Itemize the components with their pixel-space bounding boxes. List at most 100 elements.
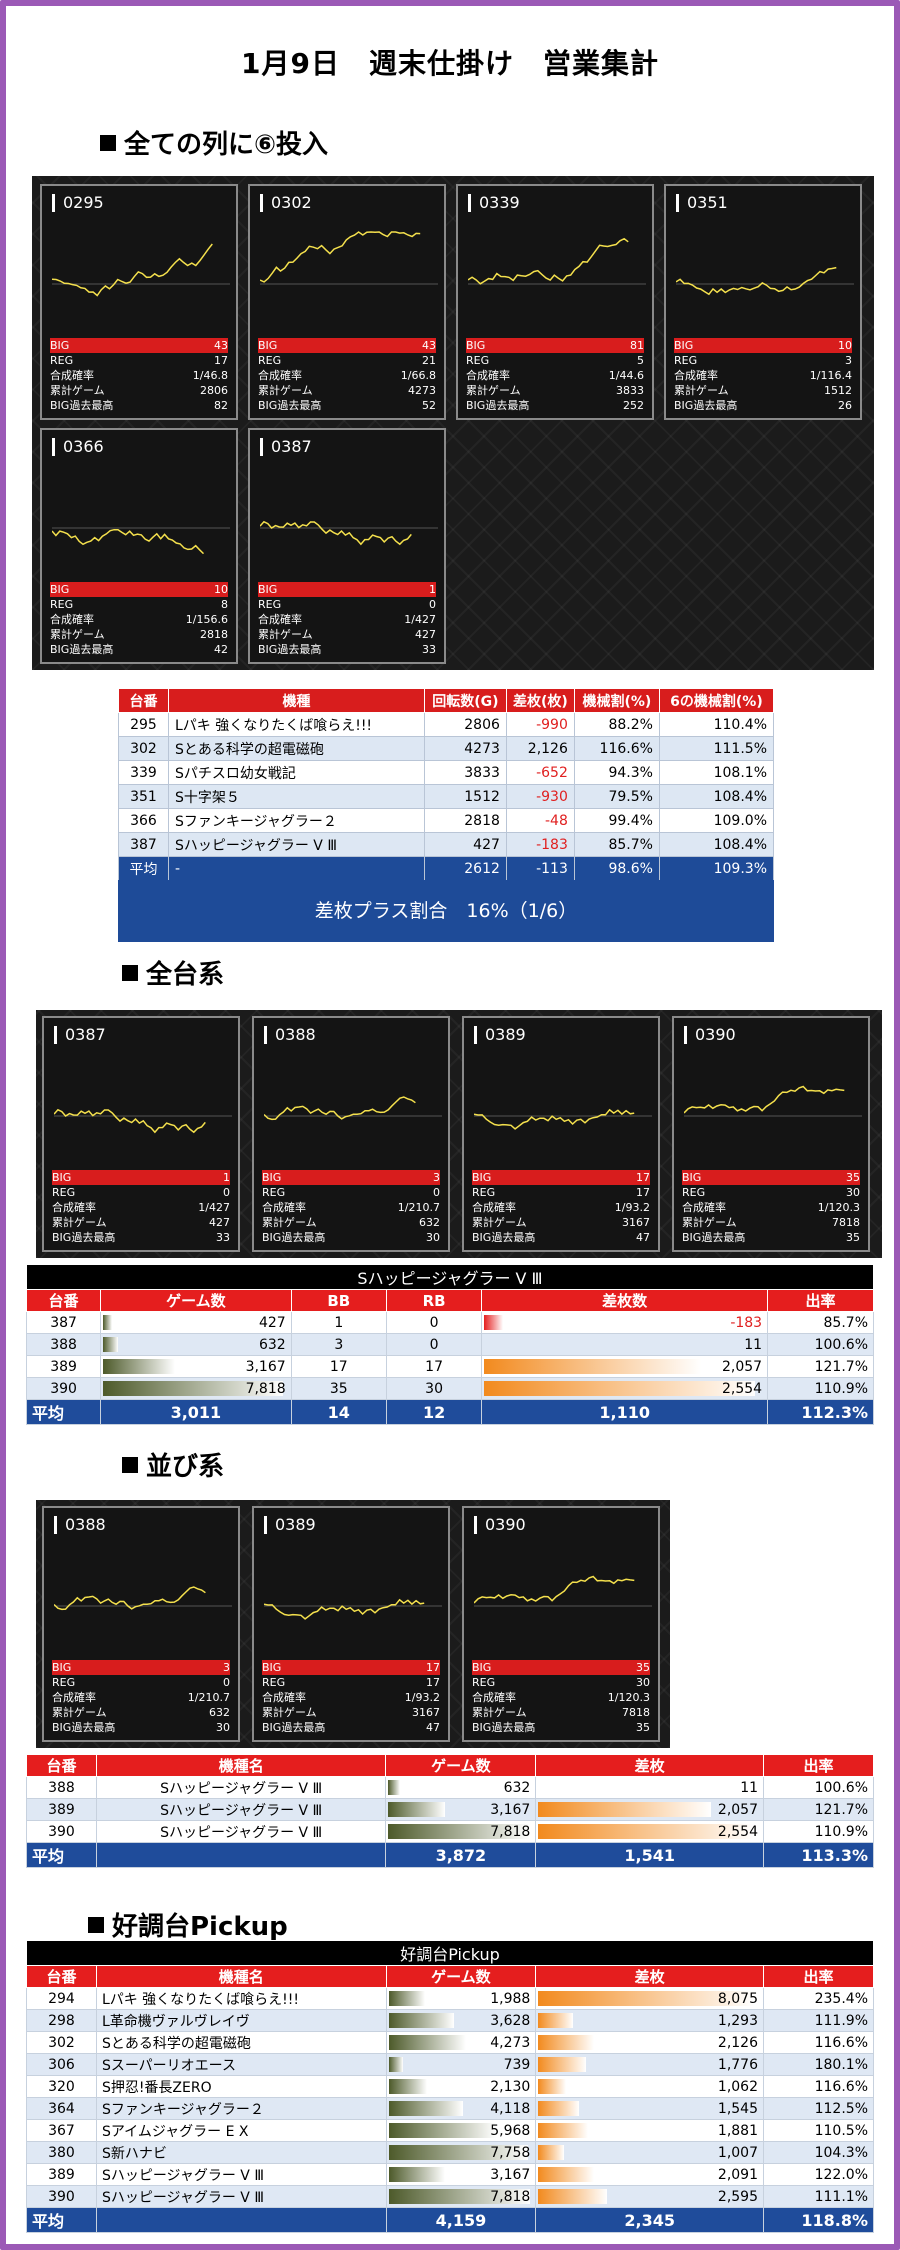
column-header: 台番: [26, 1965, 97, 1988]
value-bar: [538, 2123, 588, 2138]
machine-number: 0388: [54, 1516, 106, 1534]
table-row: 320 S押忍!番長ZERO 2,130 1,062 116.6%: [26, 2075, 874, 2098]
machine-card[interactable]: 0339 BIG 81 REG 5 合成確率 1/44.6 累計ゲーム 3833 BIG過去最高 2…: [456, 184, 654, 420]
slump-graph: [474, 1108, 652, 1130]
section3-heading: 並び系: [122, 1446, 224, 1483]
section4-heading: 好調台Pickup: [88, 1906, 288, 1943]
machine-number: 0339: [468, 194, 520, 212]
value-bar: [388, 2013, 454, 2028]
machine-number: 0390: [474, 1516, 526, 1534]
slump-graph: [264, 1096, 442, 1121]
column-header: 機械割(%): [573, 688, 660, 713]
average-row: 平均 3,872 1,541 113.3%: [26, 1842, 874, 1868]
value-bar: [388, 1802, 446, 1817]
machine-card[interactable]: 0388 BIG 3 REG 0 合成確率 1/210.7 累計ゲーム 632 BIG過去最高 30: [252, 1016, 450, 1252]
card-stats: BIG 1 REG 0 合成確率 1/427 累計ゲーム 427 BIG過去最高 33: [258, 582, 436, 656]
slump-graph: [676, 266, 854, 296]
machine-number: 0351: [676, 194, 728, 212]
column-header: 差枚数: [481, 1289, 769, 1312]
slump-graph: [54, 1586, 232, 1611]
average-row: 平均 -2612 -113 98.6% 109.3%: [118, 856, 775, 881]
slump-graph: [260, 520, 438, 546]
machine-card[interactable]: 0389 BIG 17 REG 17 合成確率 1/93.2 累計ゲーム 3167 BIG過去最高…: [252, 1506, 450, 1742]
slump-graph: [264, 1598, 442, 1620]
bullet-square-icon: [122, 965, 138, 981]
table-row: 387 427 1 0 -183 85.7%: [25, 1311, 874, 1334]
column-header: 差枚: [535, 1754, 765, 1777]
card-stats: BIG 10 REG 3 合成確率 1/116.4 累計ゲーム 1512 BIG過去最高 26: [674, 338, 852, 412]
average-row: 平均 3,011 14 12 1,110 112.3%: [25, 1399, 874, 1425]
machine-card[interactable]: 0390 BIG 35 REG 30 合成確率 1/120.3 累計ゲーム 7818 BIG過去最…: [672, 1016, 870, 1252]
section2-heading: 全台系: [122, 954, 224, 991]
table-row: 390 Sハッピージャグラー V Ⅲ 7,818 2,595 111.1%: [26, 2185, 874, 2208]
machine-number: 0387: [54, 1026, 106, 1044]
value-bar: [538, 1802, 711, 1817]
machine-card[interactable]: 0387 BIG 1 REG 0 合成確率 1/427 累計ゲーム 427 BIG過去最高 33: [42, 1016, 240, 1252]
card-stats: BIG 17 REG 17 合成確率 1/93.2 累計ゲーム 3167 BIG過去最高 47: [262, 1660, 440, 1734]
value-bar: [388, 2123, 496, 2138]
machine-card[interactable]: 0366 BIG 10 REG 8 合成確率 1/156.6 累計ゲーム 2818 BIG過去最高…: [40, 428, 238, 664]
machine-card[interactable]: 0390 BIG 35 REG 30 合成確率 1/120.3 累計ゲーム 7818 BIG過去最…: [462, 1506, 660, 1742]
column-header: 台番: [26, 1754, 97, 1777]
column-header: 出率: [763, 1965, 874, 1988]
table-row: 367 Sアイムジャグラー E X 5,968 1,881 110.5%: [26, 2119, 874, 2142]
value-bar: [538, 2079, 567, 2094]
value-bar: [538, 2013, 573, 2028]
table-row: 295 Lパキ 強くなりたくば喰らえ!!! 2806 -990 88.2% 110.4%: [118, 712, 775, 737]
machine-card[interactable]: 0302 BIG 43 REG 21 合成確率 1/66.8 累計ゲーム 4273 BIG過去最高…: [248, 184, 446, 420]
machine-number: 0302: [260, 194, 312, 212]
slump-graph: [684, 1085, 862, 1117]
bullet-square-icon: [122, 1457, 138, 1473]
machine-card[interactable]: 0295 BIG 43 REG 17 合成確率 1/46.8 累計ゲーム 2806 BIG過去最高…: [40, 184, 238, 420]
value-bar: [388, 1780, 400, 1795]
table-row: 390 Sハッピージャグラー V Ⅲ 7,818 2,554 110.9%: [26, 1820, 874, 1843]
table-row: 388 Sハッピージャグラー V Ⅲ 632 11 100.6%: [26, 1776, 874, 1799]
card-stats: BIG 3 REG 0 合成確率 1/210.7 累計ゲーム 632 BIG過去最高 30: [52, 1660, 230, 1734]
s4-table: 好調台Pickup 台番 機種名 ゲーム数 差枚 出率 294 Lパキ 強くなりたくば喰らえ!…: [26, 1940, 874, 2233]
machine-card[interactable]: 0387 BIG 1 REG 0 合成確率 1/427 累計ゲーム 427 BIG過去最高 33: [248, 428, 446, 664]
card-stats: BIG 3 REG 0 合成確率 1/210.7 累計ゲーム 632 BIG過去最高 30: [262, 1170, 440, 1244]
value-bar: [103, 1315, 113, 1330]
page-title: 1月9日 週末仕掛け 営業集計: [241, 47, 659, 80]
table-row: 366 Sファンキージャグラー２ 2818 -48 99.4% 109.0%: [118, 808, 775, 833]
machine-card[interactable]: 0351 BIG 10 REG 3 合成確率 1/116.4 累計ゲーム 1512 BIG過去最高…: [664, 184, 862, 420]
value-bar: [388, 2057, 403, 2072]
value-bar: [103, 1337, 118, 1352]
slump-graph: [260, 231, 438, 285]
card-stats: BIG 17 REG 17 合成確率 1/93.2 累計ゲーム 3167 BIG過去最高 47: [472, 1170, 650, 1244]
table-caption: 好調台Pickup: [26, 1940, 874, 1966]
value-bar: [538, 2057, 586, 2072]
value-bar: [388, 1824, 530, 1839]
machine-card[interactable]: 0389 BIG 17 REG 17 合成確率 1/93.2 累計ゲーム 3167 BIG過去最高…: [462, 1016, 660, 1252]
table-row: 389 Sハッピージャグラー V Ⅲ 3,167 2,057 121.7%: [26, 1798, 874, 1821]
value-bar: [388, 2079, 427, 2094]
card-stats: BIG 35 REG 30 合成確率 1/120.3 累計ゲーム 7818 BIG過去最高 35: [682, 1170, 860, 1244]
plus-ratio-banner: 差枚プラス割合 16%（1/6）: [118, 880, 774, 942]
table-row: 294 Lパキ 強くなりたくば喰らえ!!! 1,988 8,075 235.4%: [26, 1987, 874, 2010]
column-header: 6の機械割(%): [658, 688, 775, 713]
table-row: 339 Sパチスロ幼女戦記 3833 -652 94.3% 108.1%: [118, 760, 775, 785]
table-row: 389 3,167 17 17 2,057 121.7%: [25, 1355, 874, 1378]
machine-number: 0388: [264, 1026, 316, 1044]
s3-card-panel: 0388 BIG 3 REG 0 合成確率 1/210.7 累計ゲーム 632 BIG過去最高 30…: [36, 1500, 670, 1748]
card-stats: BIG 10 REG 8 合成確率 1/156.6 累計ゲーム 2818 BIG過去最高 42: [50, 582, 228, 656]
value-bar: [103, 1381, 284, 1396]
machine-card[interactable]: 0388 BIG 3 REG 0 合成確率 1/210.7 累計ゲーム 632 BIG過去最高 30: [42, 1506, 240, 1742]
table-row: 390 7,818 35 30 2,554 110.9%: [25, 1377, 874, 1400]
column-header: 出率: [767, 1289, 874, 1312]
table-row: 380 S新ハナビ 7,758 1,007 104.3%: [26, 2141, 874, 2164]
value-bar: [388, 2035, 467, 2050]
column-header: 機種名: [95, 1965, 387, 1988]
average-row: 平均 4,159 2,345 118.8%: [26, 2207, 874, 2233]
card-stats: BIG 1 REG 0 合成確率 1/427 累計ゲーム 427 BIG過去最高 33: [52, 1170, 230, 1244]
slump-graph: [474, 1575, 652, 1607]
value-bar: [538, 2189, 608, 2204]
bullet-square-icon: [88, 1917, 104, 1933]
value-bar: [538, 2101, 580, 2116]
s2-table: Sハッピージャグラー V Ⅲ 台番 ゲーム数 BB RB 差枚数 出率 387 427 1 0 -18…: [25, 1264, 874, 1425]
table-row: 389 Sハッピージャグラー V Ⅲ 3,167 2,091 122.0%: [26, 2163, 874, 2186]
value-bar: [538, 2035, 595, 2050]
column-header: ゲーム数: [385, 1965, 537, 1988]
value-bar: [484, 1359, 701, 1374]
column-header: 出率: [763, 1754, 874, 1777]
